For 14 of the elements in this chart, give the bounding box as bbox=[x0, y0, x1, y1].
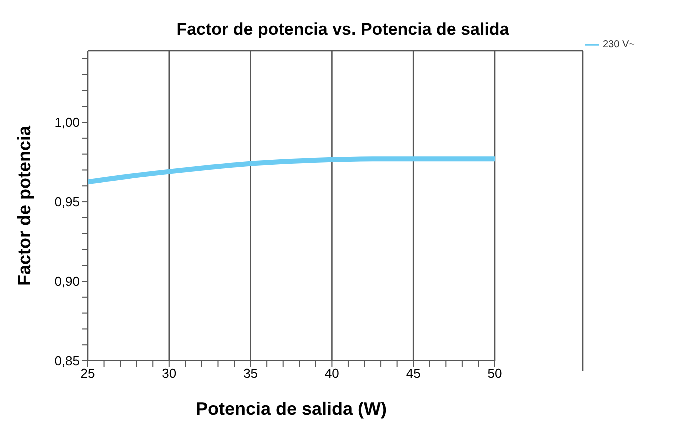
y-axis-title: Factor de potencia bbox=[14, 124, 34, 286]
x-tick-label: 30 bbox=[162, 366, 177, 382]
legend-label: 230 V~ bbox=[603, 40, 635, 51]
x-axis-title: Potencia de salida (W) bbox=[196, 399, 388, 419]
x-tick-label: 45 bbox=[406, 366, 421, 382]
y-tick-label: 1,00 bbox=[54, 115, 80, 130]
x-tick-label: 40 bbox=[324, 366, 340, 382]
y-tick-label: 0,90 bbox=[54, 274, 80, 290]
x-tick-label: 35 bbox=[244, 366, 258, 382]
y-tick-label: 0,85 bbox=[54, 354, 80, 369]
x-tick-label: 50 bbox=[488, 366, 502, 382]
x-tick-label: 25 bbox=[80, 366, 96, 382]
y-tick-label: 0,95 bbox=[54, 194, 80, 210]
chart-title: Factor de potencia vs. Potencia de salida bbox=[176, 20, 510, 40]
